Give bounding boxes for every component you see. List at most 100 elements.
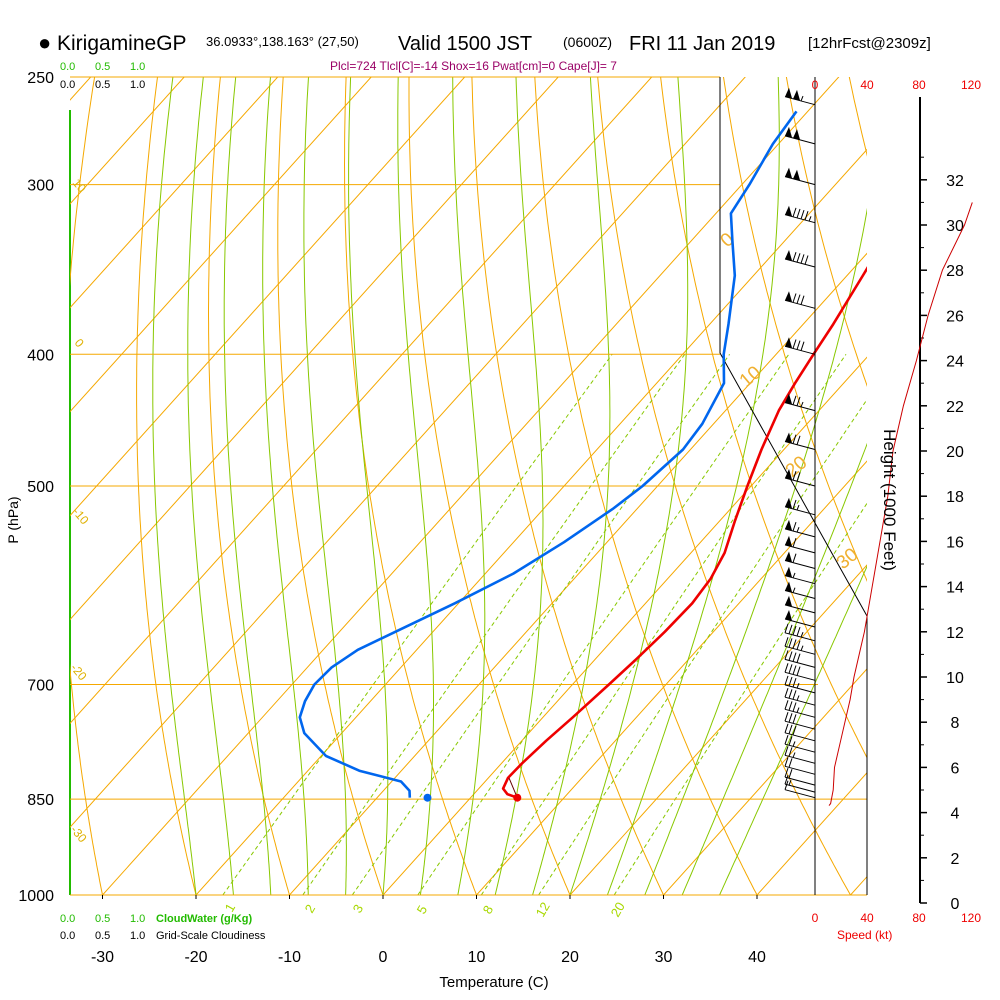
moist-adiabat-line bbox=[532, 77, 611, 895]
temperature-tick-label: -10 bbox=[278, 949, 301, 966]
cloudiness-tick-top: 1.0 bbox=[130, 79, 145, 91]
dry-adiabat-line bbox=[343, 77, 478, 895]
speed-tick-label-top: 80 bbox=[912, 78, 926, 92]
isotherm-line bbox=[849, 875, 867, 895]
isotherms bbox=[70, 77, 867, 895]
height-tick-label: 28 bbox=[946, 263, 964, 280]
wind-barb bbox=[784, 566, 816, 585]
isotherm-label: -10 bbox=[70, 505, 92, 528]
moist-adiabat-line bbox=[303, 77, 347, 895]
wind-barb bbox=[784, 250, 816, 268]
cloud-water-tick-bottom: 1.0 bbox=[130, 913, 145, 925]
speed-tick-label-bottom: 80 bbox=[912, 911, 926, 925]
wind-barb bbox=[784, 623, 816, 642]
dry-adiabats bbox=[70, 77, 867, 895]
dry-adiabat-line bbox=[597, 77, 852, 895]
height-tick-label: 2 bbox=[951, 851, 960, 868]
isotherm-line bbox=[70, 77, 653, 725]
pressure-tick-label: 250 bbox=[27, 70, 54, 87]
cloudiness-label: Grid-Scale Cloudiness bbox=[156, 930, 266, 942]
isotherm-line bbox=[70, 77, 559, 621]
moist-adiabat-line bbox=[397, 77, 434, 895]
isotherm-line bbox=[70, 77, 185, 205]
plot-right-border bbox=[719, 77, 868, 895]
stability-indices: Plcl=724 Tlcl[C]=-14 Shox=16 Pwat[cm]=0 … bbox=[330, 59, 617, 73]
dry-adiabat-line bbox=[848, 77, 867, 157]
cloudiness-tick-top: 0.0 bbox=[60, 79, 75, 91]
wind-barb bbox=[784, 700, 816, 718]
mixing-ratio-line bbox=[538, 398, 867, 895]
mixing-ratio-line bbox=[222, 354, 613, 895]
wind-barb bbox=[784, 712, 816, 730]
title-utc: (0600Z) bbox=[563, 34, 612, 50]
mixing-ratio-label: 2 bbox=[302, 902, 319, 916]
height-tick-label: 16 bbox=[946, 534, 964, 551]
wind-barb bbox=[784, 757, 816, 775]
temperature-tick-label: 0 bbox=[379, 949, 388, 966]
title-forecast: [12hrFcst@2309z] bbox=[808, 35, 931, 52]
height-tick-label: 22 bbox=[946, 399, 964, 416]
wind-barb bbox=[784, 167, 816, 186]
dry-adiabat-label: 30 bbox=[833, 544, 863, 574]
cloud-water-tick-top: 0.0 bbox=[60, 61, 75, 73]
cloud-scale-top: 0.0 0.5 1.0 0.0 0.5 1.0 bbox=[60, 61, 145, 91]
isotherm-line bbox=[70, 77, 92, 101]
wind-barb bbox=[784, 205, 816, 224]
wind-barb bbox=[784, 675, 816, 694]
speed-tick-label-bottom: 120 bbox=[961, 911, 981, 925]
moist-adiabat-line bbox=[719, 565, 867, 895]
wind-barb bbox=[784, 610, 816, 628]
cloud-water-tick-bottom: 0.5 bbox=[95, 913, 110, 925]
height-tick-label: 4 bbox=[951, 806, 960, 823]
height-tick-label: 14 bbox=[946, 580, 964, 597]
isotherm-line bbox=[70, 77, 746, 828]
cloud-water-tick-top: 1.0 bbox=[130, 61, 145, 73]
wind-barb bbox=[784, 746, 816, 764]
height-tick-label: 18 bbox=[946, 489, 964, 506]
isotherm-line bbox=[756, 772, 867, 895]
dry-adiabat-line bbox=[408, 77, 571, 895]
moist-adiabat-line bbox=[223, 77, 272, 895]
dry-adiabat-line bbox=[208, 77, 291, 895]
temperature-tick-label: 10 bbox=[468, 949, 486, 966]
wind-barb bbox=[784, 126, 816, 145]
pressure-tick-label: 500 bbox=[27, 479, 54, 496]
wind-barb bbox=[784, 535, 816, 554]
wind-barb bbox=[784, 393, 816, 412]
isotherm-line bbox=[101, 77, 840, 895]
isobars bbox=[70, 76, 868, 896]
speed-tick-label-bottom: 0 bbox=[812, 911, 819, 925]
surface-temperature-marker bbox=[513, 793, 522, 802]
wind-barb bbox=[784, 581, 816, 599]
mixing-ratio-label: 5 bbox=[414, 903, 431, 917]
title-date: FRI 11 Jan 2019 bbox=[629, 33, 775, 55]
wind-barb bbox=[784, 663, 816, 681]
wind-barb bbox=[784, 469, 816, 487]
dry-adiabat-line bbox=[660, 77, 867, 759]
title-bullet: ● bbox=[38, 30, 51, 55]
height-tick-label: 24 bbox=[946, 354, 964, 371]
isotherm-line bbox=[475, 460, 867, 895]
isotherm-line bbox=[70, 77, 372, 413]
wind-barb bbox=[784, 774, 816, 793]
wind-barb bbox=[784, 497, 816, 516]
cloud-water-tick-bottom: 0.0 bbox=[60, 913, 75, 925]
wind-barb bbox=[784, 735, 816, 753]
mixing-ratio-label: 8 bbox=[480, 903, 497, 917]
pressure-tick-label: 400 bbox=[27, 347, 54, 364]
isotherm-line bbox=[70, 77, 279, 309]
wind-barb bbox=[784, 432, 816, 450]
title-valid: Valid 1500 JST bbox=[398, 33, 532, 55]
isotherm-line bbox=[70, 77, 466, 517]
wind-barb bbox=[784, 519, 816, 538]
wind-barb bbox=[784, 87, 816, 106]
isotherm-line bbox=[569, 564, 867, 895]
height-tick-label: 26 bbox=[946, 308, 964, 325]
moist-adiabat-line bbox=[348, 77, 389, 895]
cloud-water-tick-top: 0.5 bbox=[95, 61, 110, 73]
moist-adiabat-line bbox=[262, 77, 309, 895]
mixing-ratio-label: 3 bbox=[350, 902, 367, 916]
height-tick-label: 20 bbox=[946, 444, 964, 461]
